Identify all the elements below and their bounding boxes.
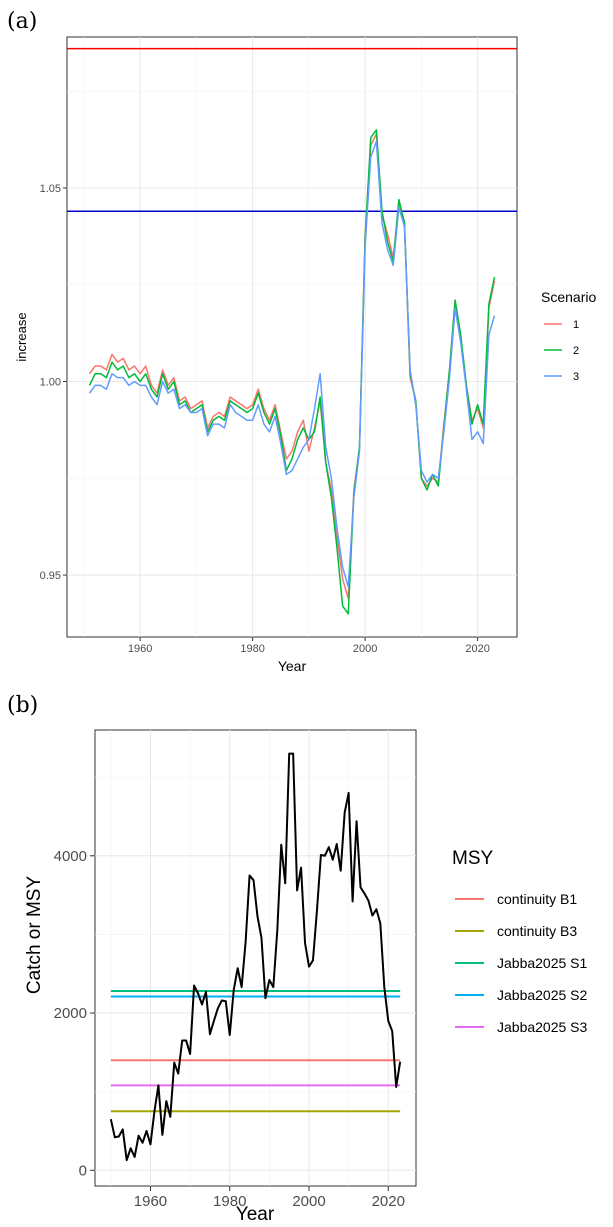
panel-a-x-tick-label: 1960 [128, 643, 152, 655]
panel-b-catch [109, 752, 402, 1162]
panel-a-series [88, 129, 496, 615]
panel-a-reference-lines [67, 47, 517, 212]
panel-b-legend-label-2: continuity B3 [497, 923, 577, 939]
panel-a-x-axis-title: Year [278, 658, 307, 674]
panel-a-plot-area [66, 36, 518, 638]
panel-b-msy-lines [110, 990, 401, 1113]
panel-b-y-ticks: 0 2000 4000 [54, 848, 95, 1179]
panel-b-plot-area [94, 729, 417, 1187]
panel-a-x-tick-label: 2000 [353, 643, 377, 655]
panel-b-x-tick-label: 1960 [134, 1193, 167, 1210]
panel-b-legend-label-3: Jabba2025 S1 [497, 955, 588, 971]
panel-b-legend-title: MSY [452, 848, 494, 869]
panel-a-chart: 1960 1980 2000 2020 0.95 1.00 1.05 Year incre… [14, 36, 596, 674]
panel-a-legend-label-3: 3 [573, 371, 579, 383]
panel-a-grid [67, 37, 517, 637]
panel-b-catch-line [109, 752, 402, 1162]
panel-a-legend-label-1: 1 [573, 319, 579, 331]
panel-b-legend-items: continuity B1 continuity B3 Jabba2025 S1 Ja… [455, 891, 588, 1035]
panel-a-y-ticks: 0.95 1.00 1.05 [40, 183, 67, 582]
panel-b-y-tick-label: 2000 [54, 1005, 87, 1022]
panel-a-y-axis-title: increase [14, 312, 29, 361]
panel-a-legend-items: 1 2 3 [544, 319, 579, 383]
panel-a-x-tick-label: 1980 [240, 643, 264, 655]
panel-a-y-tick-label: 1.00 [40, 377, 61, 389]
panel-b-x-tick-label: 2000 [292, 1193, 325, 1210]
panel-a-series-line-2 [88, 129, 496, 615]
panel-a-legend: Scenario 1 2 3 [541, 289, 596, 383]
panel-b-chart: 1960 1980 2000 2020 0 2000 4000 Year Catch or… [24, 729, 588, 1225]
panel-a-label: (a) [7, 9, 37, 34]
panel-b-grid [95, 730, 416, 1186]
panel-b-y-axis-title: Catch or MSY [24, 876, 45, 995]
panel-b-y-tick-label: 0 [79, 1162, 87, 1179]
panel-a-legend-title: Scenario [541, 289, 596, 305]
panel-a-x-tick-label: 2020 [465, 643, 489, 655]
panel-a-y-tick-label: 1.05 [40, 183, 61, 195]
panel-b-legend-label-4: Jabba2025 S2 [497, 987, 588, 1003]
panel-b-label: (b) [7, 693, 38, 718]
panel-b-legend-label-5: Jabba2025 S3 [497, 1019, 588, 1035]
panel-a-x-ticks: 1960 1980 2000 2020 [128, 637, 490, 655]
panel-b-legend-label-1: continuity B1 [497, 891, 577, 907]
panel-b-x-axis-title: Year [236, 1204, 275, 1225]
panel-a-y-tick-label: 0.95 [40, 570, 61, 582]
panel-a-legend-label-2: 2 [573, 345, 579, 357]
panel-b-x-ticks: 1960 1980 2000 2020 [134, 1186, 405, 1210]
panel-a-series-line-3 [88, 140, 496, 588]
panel-b-y-tick-label: 4000 [54, 848, 87, 865]
panel-b-x-tick-label: 1980 [213, 1193, 246, 1210]
panel-a-series-line-1 [88, 133, 496, 600]
panel-b-x-tick-label: 2020 [372, 1193, 405, 1210]
panel-b-legend: MSY continuity B1 continuity B3 Jabba2025 … [452, 848, 588, 1035]
